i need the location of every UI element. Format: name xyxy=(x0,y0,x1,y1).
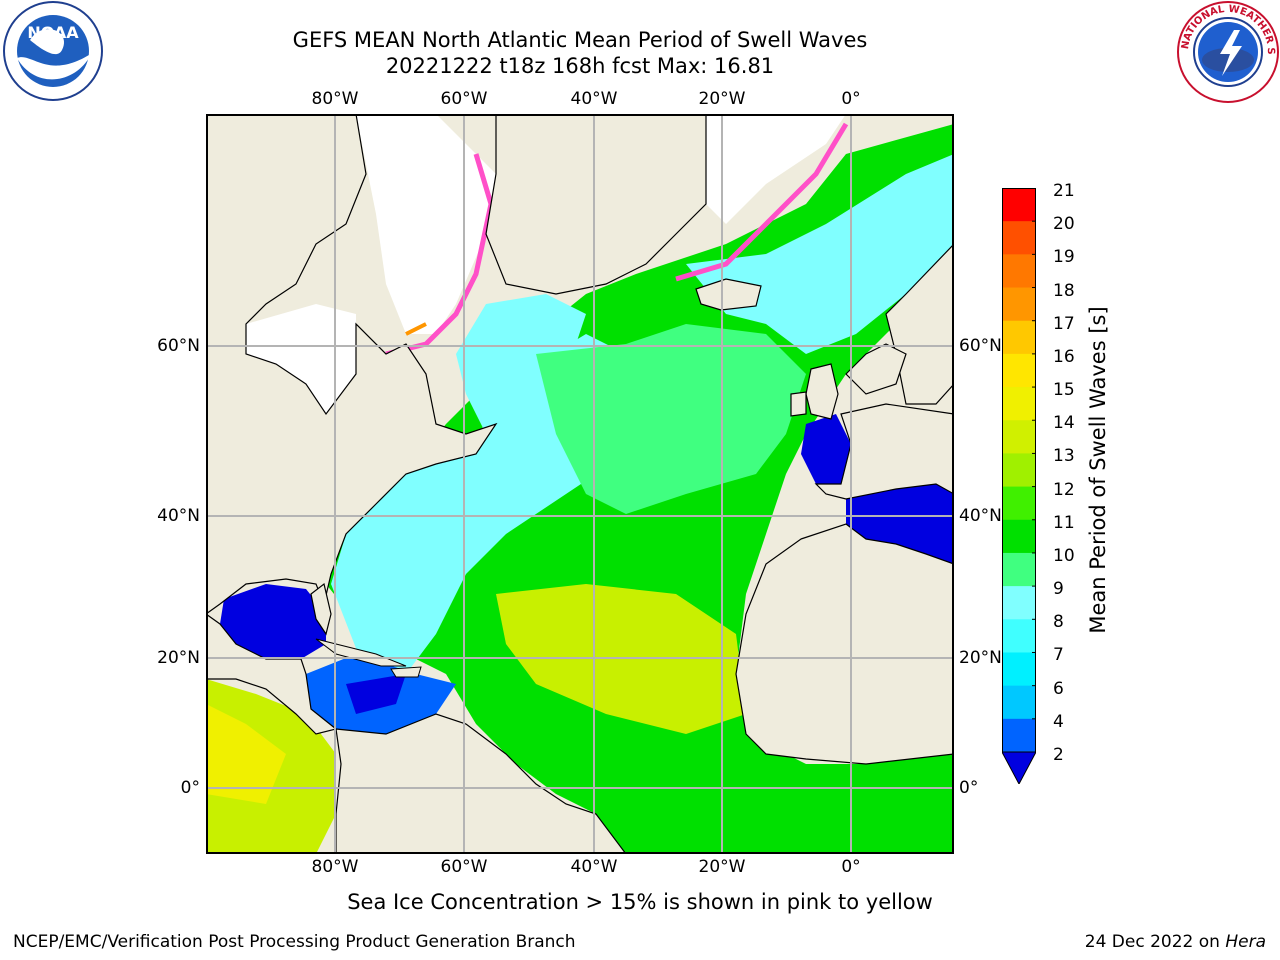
sea-ice-note: Sea Ice Concentration > 15% is shown in … xyxy=(347,890,933,914)
land-ireland xyxy=(790,391,807,417)
lon-tick-bottom: 40°W xyxy=(570,857,618,877)
colorbar-tick-label: 6 xyxy=(1053,678,1064,699)
lon-tick-bottom: 0° xyxy=(841,857,861,877)
colorbar-cell xyxy=(1002,188,1036,222)
colorbar-tick-label: 11 xyxy=(1053,512,1075,533)
noaa-logo: NOAA xyxy=(3,1,103,101)
lat-tick-left: 0° xyxy=(180,778,200,798)
colorbar-cell xyxy=(1002,718,1036,753)
colorbar-extend-triangle xyxy=(1002,751,1036,784)
land-britain xyxy=(805,363,839,420)
colorbar-cell xyxy=(1002,353,1036,388)
colorbar-tick-label: 2 xyxy=(1053,745,1064,765)
lon-tick-top: 80°W xyxy=(311,89,359,109)
colorbar-cell xyxy=(1002,486,1036,521)
nws-logo: NATIONAL WEATHER SERVICE xyxy=(1176,0,1279,103)
lon-tick-top: 20°W xyxy=(698,89,746,109)
map-svg xyxy=(206,114,954,854)
colorbar-title: Mean Period of Swell Waves [s] xyxy=(1086,306,1110,634)
colorbar-tick-label: 15 xyxy=(1053,380,1075,401)
colorbar-tick-label: 10 xyxy=(1053,545,1075,566)
colorbar-tick-label: 9 xyxy=(1053,579,1064,600)
land-cuba xyxy=(315,638,407,667)
arctic-white xyxy=(356,114,496,334)
lat-tick-right: 20°N xyxy=(959,648,1002,668)
land-florida xyxy=(310,582,332,636)
lon-tick-bottom: 80°W xyxy=(311,857,359,877)
colorbar-tick-label: 14 xyxy=(1053,413,1075,434)
colorbar-cell xyxy=(1002,586,1036,620)
colorbar-tick-label: 7 xyxy=(1053,645,1064,666)
sea-ice-edge xyxy=(675,122,849,282)
lon-tick-top: 60°W xyxy=(440,89,488,109)
colorbar-cell xyxy=(1002,652,1036,687)
ocean-labrador-cyan xyxy=(456,294,586,434)
land-central-america xyxy=(206,613,338,735)
colorbar-tick-label: 13 xyxy=(1053,446,1075,467)
colorbar-border xyxy=(1002,188,1036,753)
graticule xyxy=(206,114,954,854)
title-line-1: GEFS MEAN North Atlantic Mean Period of … xyxy=(292,28,868,52)
colorbar-cell xyxy=(1002,287,1036,322)
land-scandinavia xyxy=(845,343,907,395)
ocean-midatlantic-green xyxy=(536,324,806,514)
colorbar-cell xyxy=(1002,619,1036,653)
colorbar-tick-label: 8 xyxy=(1053,612,1064,633)
land-greenland xyxy=(485,114,707,295)
colorbar xyxy=(1002,188,1036,784)
ocean-pacific-yellow xyxy=(206,704,286,804)
colorbar-cell xyxy=(1002,387,1036,421)
colorbar-tick-label: 4 xyxy=(1053,711,1064,732)
colorbar-cell xyxy=(1002,519,1036,554)
colorbar-tick-label: 20 xyxy=(1053,214,1075,235)
colorbar-cell xyxy=(1002,552,1036,587)
lat-tick-right: 60°N xyxy=(959,336,1002,356)
colorbar-tick-label: 21 xyxy=(1053,181,1075,201)
hudson-bay-white xyxy=(246,304,356,414)
footer-machine: Hera xyxy=(1225,932,1266,952)
ocean-caribbean-inner xyxy=(346,674,406,714)
lat-tick-right: 0° xyxy=(959,778,979,798)
colorbar-cell xyxy=(1002,221,1036,255)
land-hispaniola xyxy=(390,666,422,678)
lon-tick-bottom: 60°W xyxy=(440,857,488,877)
colorbar-cell xyxy=(1002,254,1036,289)
footer-date: 24 Dec 2022 on Hera xyxy=(1085,932,1266,952)
noaa-logo-text: NOAA xyxy=(27,23,79,42)
ocean-mediterranean xyxy=(846,484,954,564)
lon-tick-top: 40°W xyxy=(570,89,618,109)
lat-tick-left: 40°N xyxy=(157,506,200,526)
ocean-south-green xyxy=(586,744,954,854)
lat-tick-left: 20°N xyxy=(157,648,200,668)
colorbar-tick-label: 12 xyxy=(1053,479,1075,500)
footer-credit: NCEP/EMC/Verification Post Processing Pr… xyxy=(13,932,576,952)
footer-date-text: 24 Dec 2022 on xyxy=(1084,932,1226,952)
colorbar-tick-label: 17 xyxy=(1053,313,1075,334)
lat-tick-right: 40°N xyxy=(959,506,1002,526)
land-iceland xyxy=(695,278,762,311)
land-africa xyxy=(735,523,954,765)
greenland-sea-white xyxy=(706,114,846,224)
lon-tick-bottom: 20°W xyxy=(698,857,746,877)
ocean-biscay xyxy=(801,414,851,484)
title-line-2: 20221222 t18z 168h fcst Max: 16.81 xyxy=(385,54,775,78)
lat-tick-left: 60°N xyxy=(157,336,200,356)
lon-tick-top: 0° xyxy=(841,89,861,109)
colorbar-cell xyxy=(1002,420,1036,454)
colorbar-tick-label: 19 xyxy=(1053,247,1075,268)
map-border xyxy=(206,114,954,854)
colorbar-tick-label: 18 xyxy=(1053,280,1075,301)
colorbar-cell xyxy=(1002,685,1036,720)
ocean-gulf-of-mexico xyxy=(220,584,326,659)
sea-ice-edge xyxy=(405,322,427,336)
map-panel xyxy=(206,114,954,854)
colorbar-cell xyxy=(1002,453,1036,488)
colorbar-cell xyxy=(1002,320,1036,355)
colorbar-tick-label: 16 xyxy=(1053,346,1075,367)
